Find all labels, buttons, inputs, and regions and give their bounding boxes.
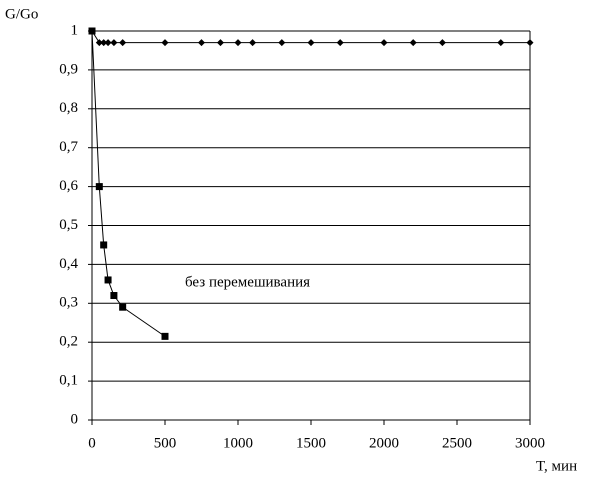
square-marker <box>100 241 108 249</box>
diamond-marker <box>100 39 108 47</box>
y-axis-label: G/Go <box>5 6 38 22</box>
x-tick-label: 3000 <box>515 435 545 451</box>
diamond-marker <box>104 39 112 47</box>
y-tick-label: 0 <box>71 411 79 427</box>
square-marker <box>88 27 96 35</box>
diamond-marker <box>249 39 257 47</box>
square-marker <box>110 292 118 300</box>
diamond-marker <box>234 39 242 47</box>
square-marker <box>119 303 127 311</box>
y-tick-label: 0,3 <box>59 295 78 311</box>
y-tick-label: 1 <box>71 22 79 38</box>
diamond-marker <box>216 39 224 47</box>
diamond-marker <box>526 39 534 47</box>
x-tick-label: 0 <box>88 435 96 451</box>
diamond-marker <box>380 39 388 47</box>
x-tick-label: 500 <box>154 435 177 451</box>
square-marker <box>95 183 103 191</box>
annotation: без перемешивания <box>185 274 310 290</box>
y-tick-label: 0,6 <box>59 178 78 194</box>
x-axis-label: T, мин <box>536 458 577 474</box>
series-line <box>91 30 166 337</box>
x-tick-label: 1000 <box>223 435 253 451</box>
diamond-marker <box>438 39 446 47</box>
diamond-marker <box>409 39 417 47</box>
y-tick-label: 0,4 <box>59 256 78 272</box>
diamond-marker <box>161 39 169 47</box>
square-marker <box>161 332 169 340</box>
diamond-marker <box>110 39 118 47</box>
diamond-marker <box>198 39 205 47</box>
square-marker <box>104 276 112 284</box>
diamond-marker <box>336 39 344 47</box>
diamond-marker <box>278 39 286 47</box>
y-tick-label: 0,2 <box>59 334 78 350</box>
x-tick-label: 2000 <box>369 435 399 451</box>
y-tick-label: 0,5 <box>59 217 78 233</box>
diamond-marker <box>95 39 103 47</box>
diamond-marker <box>119 39 127 47</box>
y-tick-label: 0,7 <box>59 139 78 155</box>
y-tick-label: 0,9 <box>59 61 78 77</box>
y-tick-label: 0,8 <box>59 100 78 116</box>
y-tick-label: 0,1 <box>59 373 78 389</box>
x-tick-label: 2500 <box>442 435 472 451</box>
diamond-marker <box>497 39 505 47</box>
diamond-marker <box>307 39 315 47</box>
x-tick-label: 1500 <box>296 435 326 451</box>
